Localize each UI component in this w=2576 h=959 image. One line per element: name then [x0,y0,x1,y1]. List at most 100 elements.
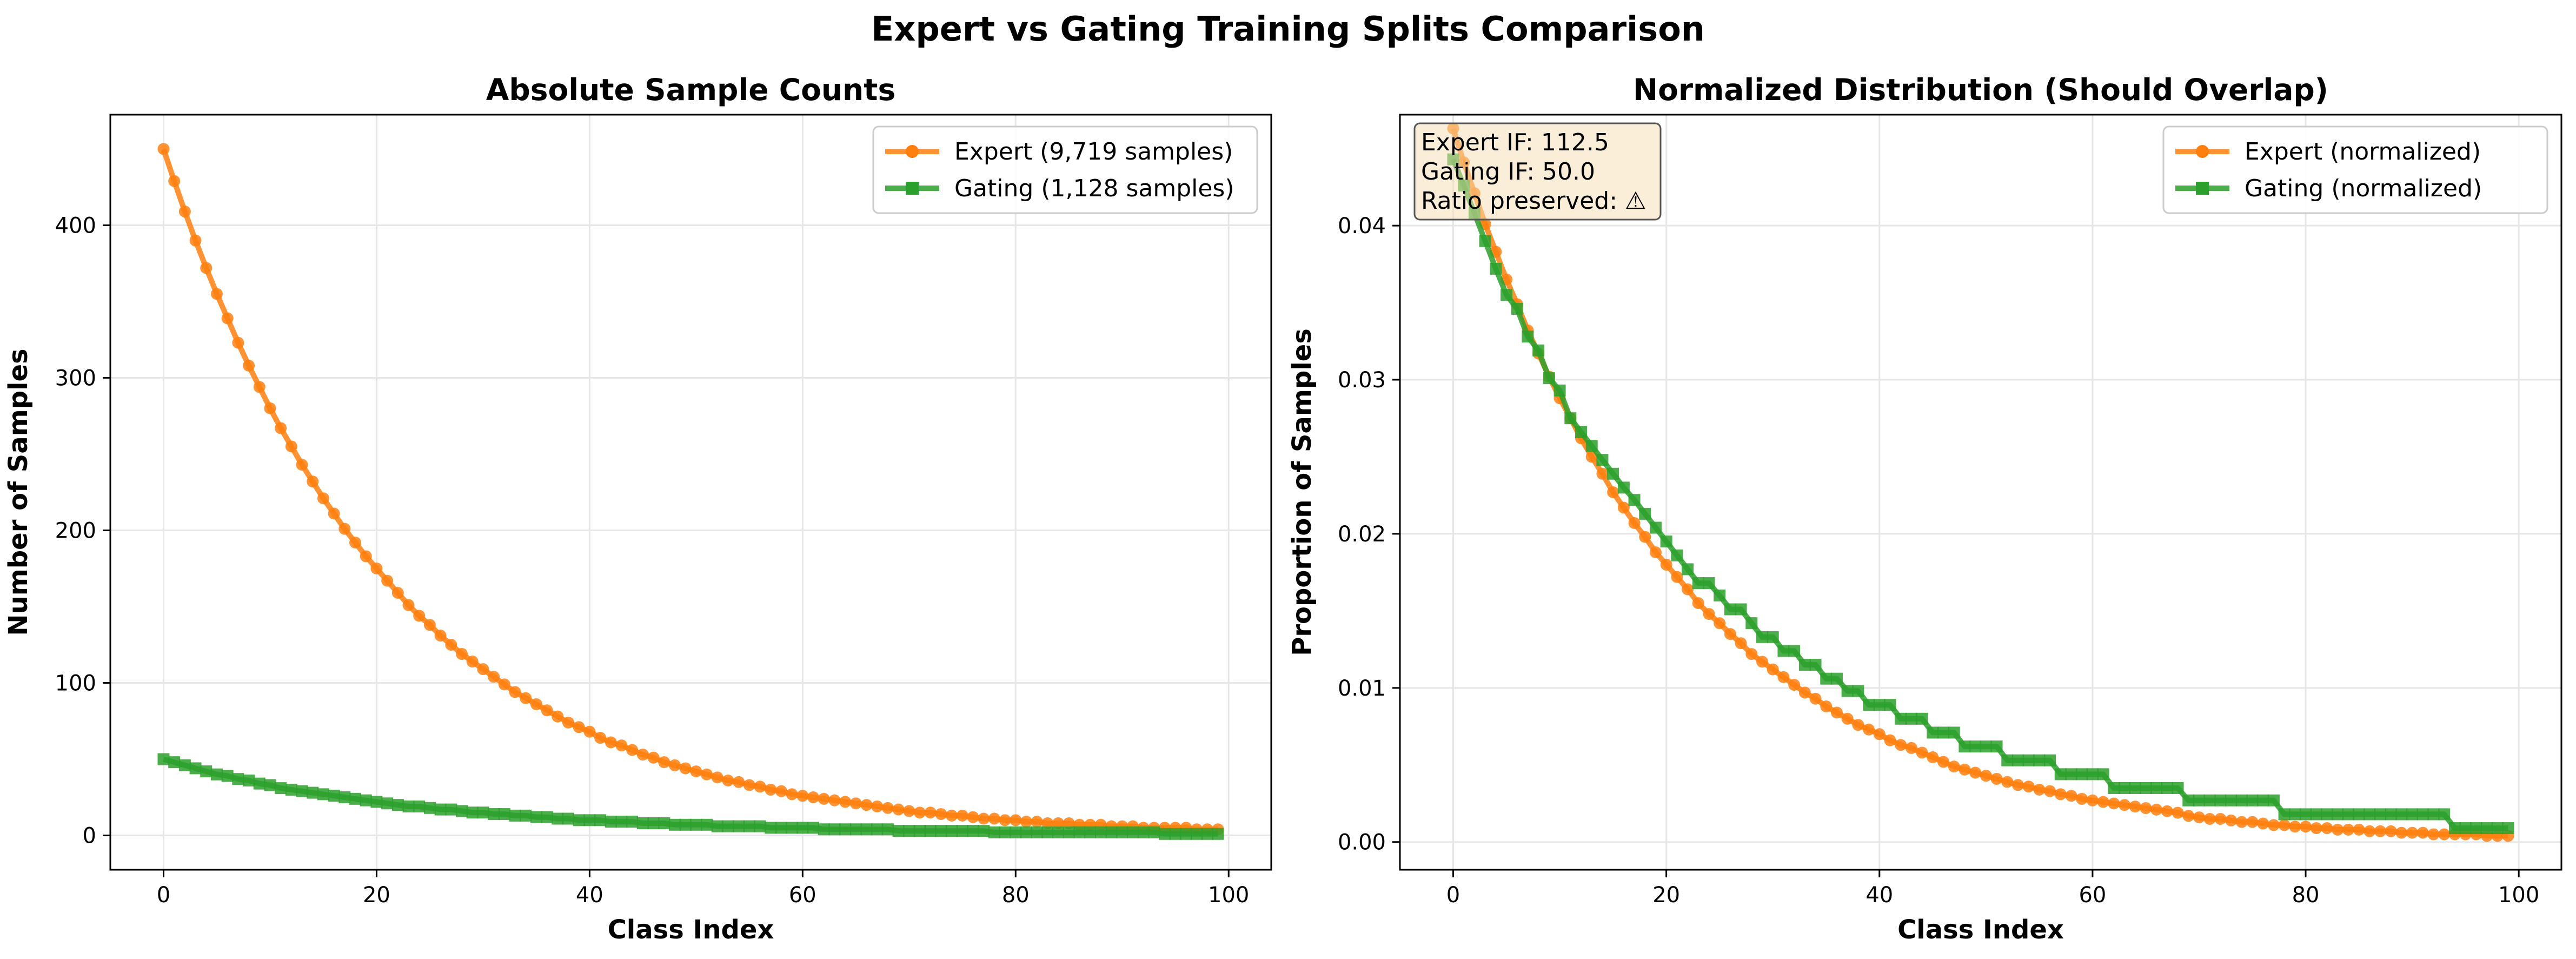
data-point-expert [2321,822,2333,835]
data-point-gating [1745,617,1758,630]
data-point-expert [818,792,830,805]
data-point-gating [1116,826,1128,838]
data-point-expert [2044,785,2056,797]
y-tick-label: 0 [83,824,96,849]
data-point-expert [988,812,1000,825]
x-tick-label: 40 [576,883,603,908]
data-point-gating [573,814,585,826]
data-point-gating [413,800,426,812]
data-point-expert [647,751,660,764]
legend-marker-gating [906,182,919,195]
data-point-gating [594,814,607,826]
data-point-expert [307,475,319,488]
x-tick-label: 60 [2079,883,2106,908]
data-point-expert [765,783,777,796]
data-point-expert [999,814,1011,826]
data-point-expert [1841,712,1854,725]
data-point-gating [2086,768,2099,781]
data-point-expert [711,771,723,784]
x-tick-label: 100 [1208,883,1249,908]
data-point-expert [285,440,297,453]
data-point-gating [839,823,852,836]
data-point-gating [2129,782,2141,795]
data-point-gating [1980,740,1992,753]
data-point-expert [1063,817,1075,829]
data-point-gating [2011,754,2024,766]
y-tick-label: 0.03 [1338,368,1386,393]
data-point-gating [956,825,968,837]
data-point-expert [275,422,287,434]
data-point-expert [1927,751,1939,764]
data-point-gating [381,797,394,810]
y-tick-label: 0.01 [1338,676,1386,701]
data-point-gating [1585,440,1598,452]
data-point-expert [2416,826,2429,839]
data-point-expert [583,725,596,738]
legend-box [2162,125,2548,214]
data-point-gating [2214,794,2227,806]
data-point-gating [2448,822,2461,835]
data-point-gating [1895,712,1907,725]
data-point-gating [2438,808,2451,821]
data-point-gating [328,790,340,802]
data-point-gating [1820,672,1833,685]
data-point-expert [2363,825,2376,837]
x-axis-label: Class Index [1897,915,2064,945]
data-point-gating [1703,577,1715,590]
data-point-gating [2459,822,2472,835]
data-point-expert [1703,608,1715,620]
data-point-gating [520,809,532,822]
data-point-expert [605,736,617,749]
data-point-gating [2022,754,2035,766]
data-point-gating [2203,794,2216,806]
data-point-expert [871,800,884,812]
data-point-expert [2033,783,2046,796]
data-point-gating [1639,507,1651,520]
x-tick-label: 100 [2498,883,2539,908]
data-point-expert [796,790,809,802]
data-point-expert [2076,792,2088,805]
data-point-gating [391,799,404,811]
data-point-expert [946,809,958,822]
data-point-gating [1798,659,1811,671]
data-point-expert [2225,814,2238,826]
data-point-gating [2246,794,2259,806]
legend-label-expert: Expert (normalized) [2245,138,2481,166]
data-point-gating [243,775,255,787]
data-point-gating [477,806,489,819]
data-point-gating [647,817,660,829]
data-point-expert [1617,501,1630,514]
data-point-expert [2332,823,2344,836]
data-point-expert [1692,597,1704,610]
plot-area [1447,122,2514,842]
data-point-gating [552,812,564,825]
axes-frame [1399,114,2562,871]
data-point-expert [2001,776,2014,788]
data-point-gating [967,825,979,837]
data-point-gating [445,803,457,816]
data-point-expert [1969,766,1982,779]
data-point-gating [946,825,958,837]
data-point-gating [711,820,723,832]
data-point-gating [1671,549,1683,561]
data-point-gating [786,822,798,834]
data-point-expert [2065,790,2077,802]
data-point-expert [2119,799,2131,811]
data-point-gating [1873,699,1885,711]
data-point-gating [1969,740,1982,753]
data-point-gating [349,792,362,805]
data-point-expert [1873,728,1885,740]
data-point-gating [1735,603,1747,616]
y-tick-label: 300 [55,366,96,391]
data-point-expert [743,779,755,791]
data-point-gating [2119,782,2131,795]
data-point-expert [892,803,905,816]
data-point-gating [1692,577,1704,590]
data-point-expert [2310,822,2322,835]
data-point-expert [168,175,181,187]
data-point-gating [2182,794,2195,806]
data-point-expert [189,234,202,247]
data-point-expert [2150,803,2163,816]
